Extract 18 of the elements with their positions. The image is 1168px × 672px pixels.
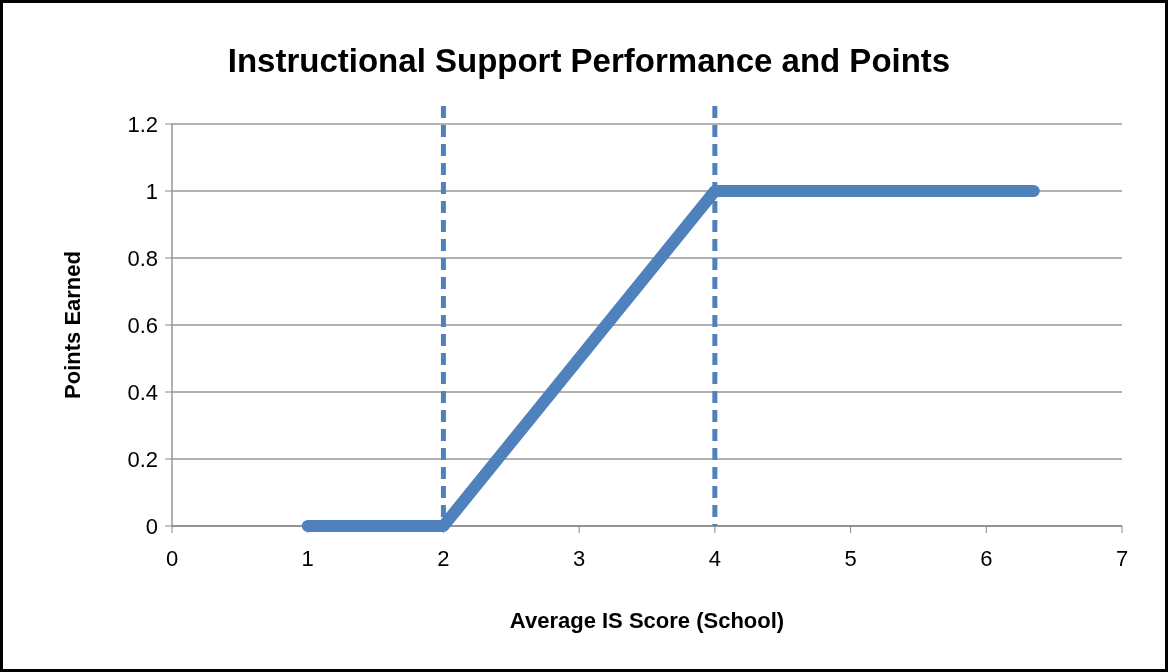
x-tick-label: 4 [708,546,721,571]
x-tick-label: 1 [301,546,314,571]
chart-title: Instructional Support Performance and Points [227,42,951,79]
y-axis-title: Points Earned [60,251,85,399]
y-tick-label: 0 [145,513,158,539]
x-axis-title: Average IS Score (School) [509,608,785,633]
x-tick-label: 5 [844,546,857,571]
y-tick-label: 1.2 [127,111,158,137]
y-tick-label: 0.6 [127,312,158,338]
x-tick-label: 3 [573,546,586,571]
y-tick-label: 1 [145,178,158,204]
y-tick-label: 0.4 [127,379,158,405]
y-tick-label: 0.8 [127,245,158,271]
y-tick-label: 0.2 [127,446,158,472]
x-tick-label: 6 [980,546,993,571]
x-tick-label: 2 [437,546,450,571]
x-tick-label: 7 [1115,546,1129,571]
x-tick-label: 0 [165,546,179,571]
